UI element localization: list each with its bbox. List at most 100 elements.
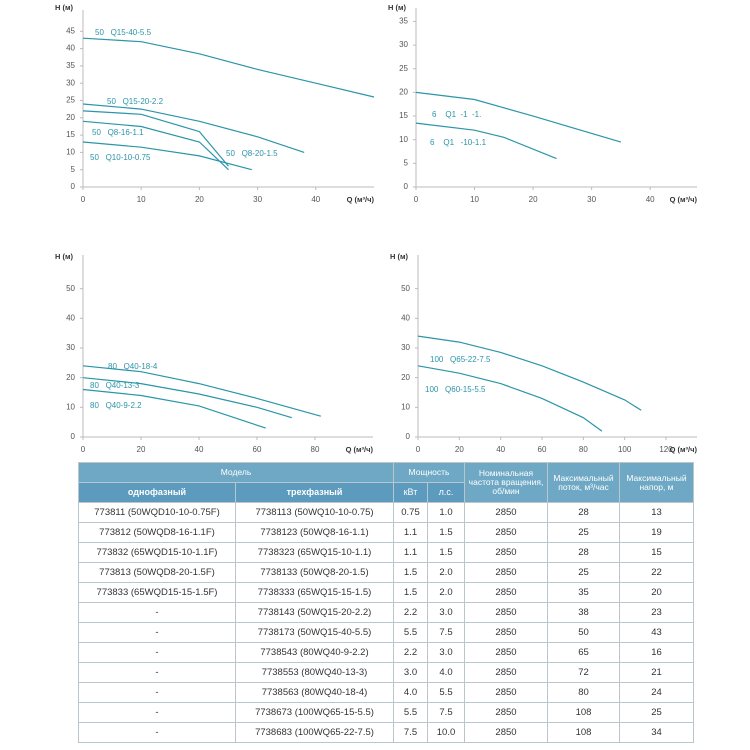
table-cell: 773832 (65WQD15-10-1.1F) <box>78 542 236 563</box>
table-cell: 72 <box>547 662 620 683</box>
header-cell: Модель <box>78 462 394 483</box>
table-cell: 2.0 <box>427 562 465 583</box>
curve-label: 100 Q65-22-7.5 <box>430 355 491 364</box>
table-cell: 7738323 (65WQ15-10-1.1) <box>235 542 394 563</box>
curve <box>82 103 305 153</box>
y-tick-label: 20 <box>66 373 75 382</box>
table-cell: 25 <box>547 562 620 583</box>
y-tick-label: 5 <box>71 165 76 174</box>
table-cell: 25 <box>619 702 694 723</box>
table-row: 773813 (50WQD8-20-1.5F) 7738133 (50WQ8-20… <box>78 562 694 583</box>
table-cell: 13 <box>619 502 694 523</box>
table-cell: 3.0 <box>393 662 428 683</box>
y-tick-label: 10 <box>66 402 75 411</box>
table-cell: 1.0 <box>427 502 465 523</box>
y-tick-label: 30 <box>66 343 75 352</box>
table-cell: 2850 <box>464 542 548 563</box>
table-cell: 38 <box>547 602 620 623</box>
table-cell: 2850 <box>464 582 548 603</box>
header-cell: Максимальный напор, м <box>619 462 694 503</box>
table-cell: 1.5 <box>393 582 428 603</box>
table-row: 773832 (65WQD15-10-1.1F) 7738323 (65WQ15-… <box>78 542 694 563</box>
x-tick-label: 20 <box>529 195 538 204</box>
table-cell: 7738563 (80WQ40-18-4) <box>235 682 394 703</box>
table-cell: 1.5 <box>427 522 465 543</box>
y-tick-label: 5 <box>404 158 409 167</box>
table-cell: 50 <box>547 622 620 643</box>
x-tick-label: 40 <box>311 195 320 204</box>
table-cell: 108 <box>547 722 620 743</box>
table-cell: 2850 <box>464 562 548 583</box>
curve-label: 50 Q15-40-5.5 <box>95 28 152 37</box>
table-row: 773812 (50WQD8-16-1.1F) 7738123 (50WQ8-16… <box>78 522 694 543</box>
x-tick-label: 30 <box>587 195 596 204</box>
table-cell: 25 <box>547 522 620 543</box>
x-tick-label: 20 <box>137 445 146 454</box>
table-cell: 3.0 <box>427 642 465 663</box>
x-axis-label: Q (м³/ч) <box>346 445 374 454</box>
y-tick-label: 25 <box>399 64 408 73</box>
header-cell: Номинальная частота вращения, об/мин <box>464 462 548 503</box>
table-cell: 2850 <box>464 522 548 543</box>
table-cell: 7738683 (100WQ65-22-7.5) <box>235 722 394 743</box>
curve-label: 50 Q8-16-1.1 <box>92 128 144 137</box>
curve <box>82 388 266 429</box>
y-axis-label: H (м) <box>390 252 409 261</box>
charts: 0 5 10 15 20 25 30 35 40 45 0 10 20 30 40 H (м) Q (м³/ч)… <box>55 3 697 454</box>
x-tick-label: 0 <box>81 195 86 204</box>
y-tick-label: 40 <box>66 44 75 53</box>
table-header: Модель Мощность Номинальная частота вращ… <box>78 462 694 503</box>
y-axis-label: H (м) <box>55 252 74 261</box>
table-cell: 5.5 <box>393 702 428 723</box>
y-tick-label: 10 <box>399 135 408 144</box>
y-tick-label: 15 <box>399 111 408 120</box>
y-tick-label: 40 <box>66 313 75 322</box>
table-cell: 35 <box>547 582 620 603</box>
table-cell: 22 <box>619 562 694 583</box>
table-cell: 2850 <box>464 622 548 643</box>
table-cell: 21 <box>619 662 694 683</box>
table-cell: 773833 (65WQD15-15-1.5F) <box>78 582 236 603</box>
table-cell: 43 <box>619 622 694 643</box>
table-cell: 2.2 <box>393 602 428 623</box>
table-row: 773811 (50WQD10-10-0.75F) 7738113 (50WQ10… <box>78 502 694 523</box>
x-tick-label: 0 <box>416 445 421 454</box>
table-cell: 2850 <box>464 682 548 703</box>
curve-label: 50 Q15-20-2.2 <box>107 97 164 106</box>
table-cell: 7738133 (50WQ8-20-1.5) <box>235 562 394 583</box>
table-cell: 28 <box>547 502 620 523</box>
curve-label: 80 Q40-18-4 <box>108 362 158 371</box>
table-row: 773833 (65WQD15-15-1.5F) 7738333 (65WQ15-… <box>78 582 694 603</box>
table-cell: 2.2 <box>393 642 428 663</box>
x-tick-label: 30 <box>253 195 262 204</box>
table-cell: - <box>78 702 236 723</box>
y-tick-label: 35 <box>66 61 75 70</box>
y-tick-label: 15 <box>66 130 75 139</box>
table-cell: 23 <box>619 602 694 623</box>
header-cell: Мощность <box>393 462 465 483</box>
table-cell: 7.5 <box>427 622 465 643</box>
table-cell: 7738143 (50WQ15-20-2.2) <box>235 602 394 623</box>
table-cell: 1.5 <box>393 562 428 583</box>
x-tick-label: 10 <box>470 195 479 204</box>
y-tick-label: 0 <box>71 432 76 441</box>
table-cell: - <box>78 642 236 663</box>
table-cell: 773812 (50WQD8-16-1.1F) <box>78 522 236 543</box>
curve <box>82 120 229 171</box>
y-tick-label: 35 <box>399 17 408 26</box>
table-cell: 20 <box>619 582 694 603</box>
table-cell: - <box>78 662 236 683</box>
y-tick-label: 50 <box>66 284 75 293</box>
table-cell: 2850 <box>464 642 548 663</box>
curve <box>417 365 603 432</box>
table-cell: 2850 <box>464 722 548 743</box>
x-tick-label: 60 <box>253 445 262 454</box>
x-tick-label: 40 <box>646 195 655 204</box>
header-cell: кВт <box>393 482 428 503</box>
table-body: 773811 (50WQD10-10-0.75F) 7738113 (50WQ10… <box>78 502 694 743</box>
table-cell: 7738543 (80WQ40-9-2.2) <box>235 642 394 663</box>
y-tick-label: 45 <box>66 26 75 35</box>
table-cell: - <box>78 602 236 623</box>
y-tick-label: 20 <box>66 113 75 122</box>
curve <box>82 377 292 419</box>
